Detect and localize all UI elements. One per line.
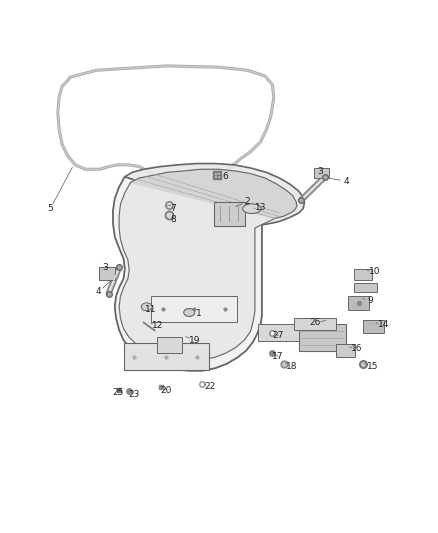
Bar (354, 283, 377, 292)
Text: 12: 12 (152, 321, 163, 330)
Text: 16: 16 (351, 344, 363, 353)
Text: 2: 2 (245, 197, 250, 206)
Text: 13: 13 (255, 203, 266, 212)
Text: 7: 7 (170, 204, 176, 213)
Text: 27: 27 (272, 331, 284, 340)
Bar (294, 318, 336, 330)
Bar (363, 320, 384, 333)
Text: 4: 4 (343, 176, 349, 185)
Text: 4: 4 (96, 287, 101, 296)
Text: 22: 22 (205, 383, 216, 391)
Bar (348, 296, 369, 310)
Text: 14: 14 (378, 320, 389, 329)
Polygon shape (125, 164, 304, 225)
Bar (314, 168, 328, 177)
Bar (151, 296, 237, 322)
Text: 26: 26 (310, 318, 321, 327)
Bar (124, 343, 209, 370)
Text: 3: 3 (102, 263, 108, 272)
Text: 18: 18 (286, 362, 297, 371)
Bar (299, 324, 346, 351)
Text: 19: 19 (189, 336, 201, 344)
Text: 11: 11 (145, 305, 157, 314)
Polygon shape (113, 177, 262, 371)
Bar (157, 336, 182, 353)
Text: 17: 17 (272, 352, 284, 361)
Ellipse shape (243, 204, 261, 214)
Bar (354, 269, 372, 280)
Polygon shape (119, 182, 275, 359)
Ellipse shape (184, 309, 194, 317)
Text: 5: 5 (47, 204, 53, 213)
Text: 8: 8 (170, 215, 176, 224)
Text: 9: 9 (367, 296, 373, 305)
Text: 15: 15 (367, 362, 378, 371)
Bar (258, 324, 299, 341)
Text: 6: 6 (223, 172, 229, 181)
Text: 3: 3 (317, 166, 323, 175)
Polygon shape (131, 169, 297, 219)
Bar (99, 268, 115, 280)
Bar (336, 344, 355, 357)
Text: 25: 25 (113, 388, 124, 397)
Text: 1: 1 (196, 309, 202, 318)
Text: 20: 20 (161, 385, 172, 394)
Text: 23: 23 (128, 390, 139, 399)
Ellipse shape (141, 303, 152, 311)
Text: 10: 10 (369, 267, 380, 276)
Bar (214, 201, 245, 226)
